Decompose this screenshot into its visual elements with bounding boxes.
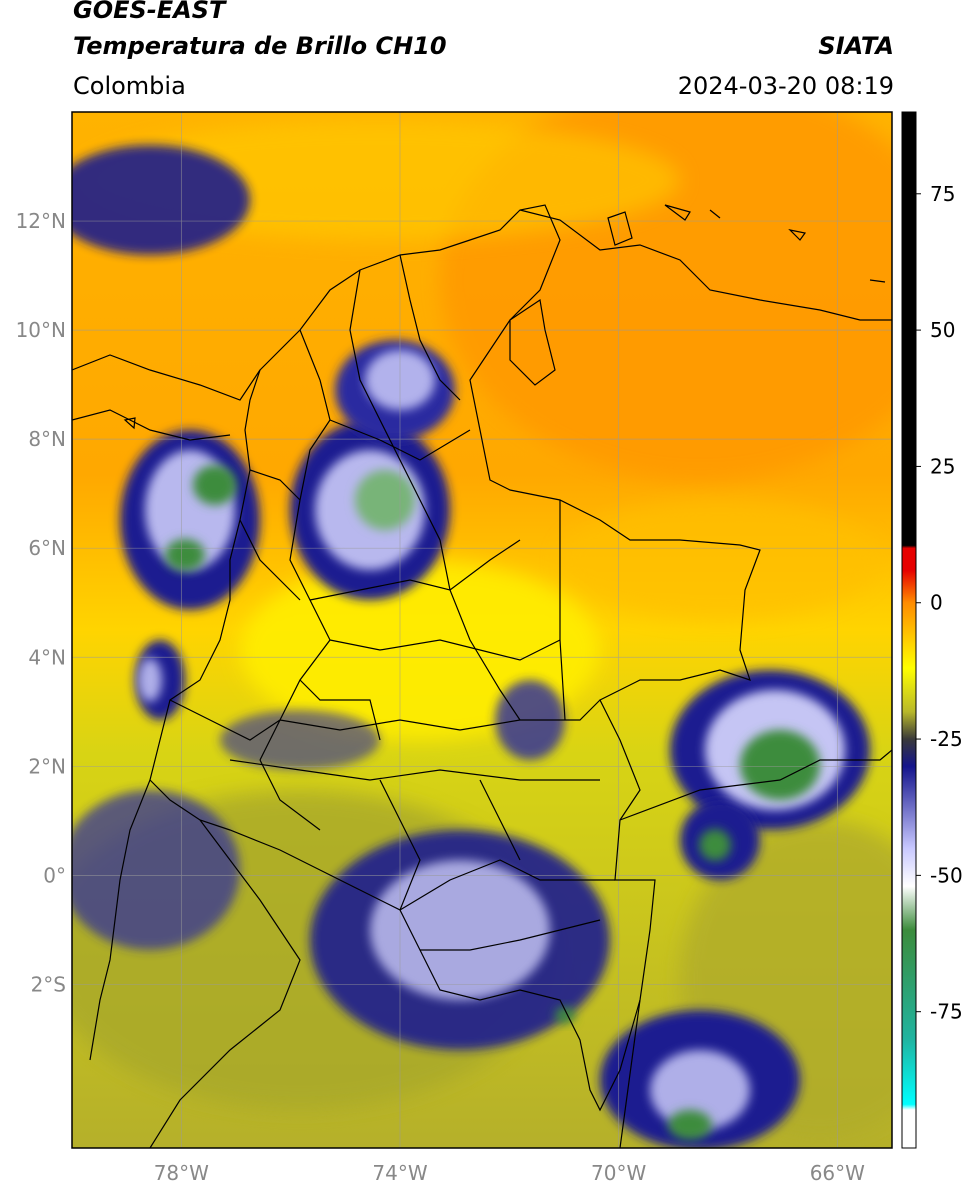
- region-label: Colombia: [73, 72, 186, 100]
- colorbar-tick-label: 25: [930, 454, 955, 478]
- lon-tick-label: 66°W: [810, 1161, 865, 1185]
- map-frame: [71, 111, 893, 1149]
- lat-tick-label: 6°N: [28, 536, 66, 560]
- satellite-title: GOES-EAST: [73, 0, 226, 24]
- satellite-imagery: [72, 112, 892, 1148]
- map-gridlines: [72, 112, 892, 1148]
- lon-tick-label: 70°W: [591, 1161, 646, 1185]
- colorbar-tick-label: -25: [930, 727, 963, 751]
- lon-tick-label: 78°W: [154, 1161, 209, 1185]
- colorbar: 75 50 25 0 -25 -50 -75: [901, 111, 963, 1149]
- colorbar-tick-label: -75: [930, 1000, 963, 1024]
- lat-tick-label: 4°N: [28, 645, 66, 669]
- country-borders: [72, 204, 892, 1148]
- colorbar-tick-label: -50: [930, 863, 963, 887]
- colorbar-ticks: 75 50 25 0 -25 -50 -75: [916, 182, 963, 1024]
- colorbar-tick-label: 0: [930, 591, 943, 615]
- lat-tick-label: 10°N: [16, 318, 66, 342]
- product-title: Temperatura de Brillo CH10: [73, 32, 447, 60]
- organization-label: SIATA: [818, 32, 894, 60]
- lat-tick-label: 2°N: [28, 754, 66, 778]
- colorbar-tick-label: 75: [930, 182, 955, 206]
- lat-tick-label: 8°N: [28, 427, 66, 451]
- lon-tick-label: 74°W: [372, 1161, 427, 1185]
- lat-tick-label: 2°S: [31, 972, 66, 996]
- colorbar-tick-label: 50: [930, 318, 955, 342]
- longitude-tick-labels: 78°W 74°W 70°W 66°W: [154, 1161, 865, 1185]
- timestamp-label: 2024-03-20 08:19: [677, 72, 894, 100]
- latitude-tick-labels: 12°N 10°N 8°N 6°N 4°N 2°N 0° 2°S: [16, 209, 66, 996]
- lat-tick-label: 12°N: [16, 209, 66, 233]
- lat-tick-label: 0°: [43, 863, 66, 887]
